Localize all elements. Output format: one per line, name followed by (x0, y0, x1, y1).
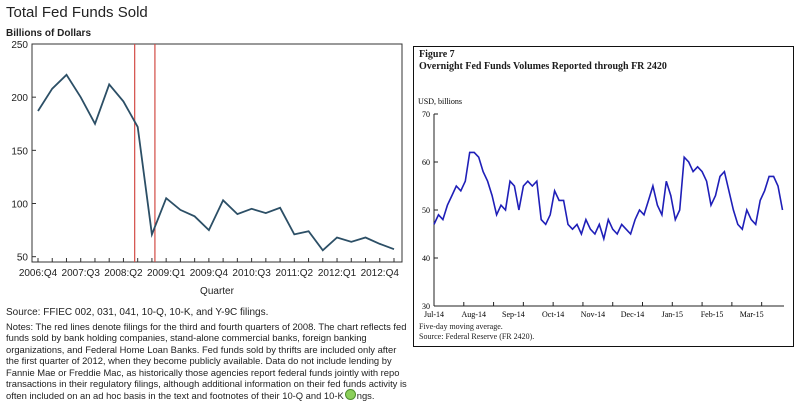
y-unit-label-right: USD, billions (418, 97, 462, 106)
y-tick-label: 250 (11, 40, 28, 51)
x-tick-label: Jul-14 (424, 310, 444, 319)
x-tick-label: 2007:Q3 (62, 268, 101, 279)
cursor-marker-icon (344, 389, 356, 401)
x-tick-label: Mar-15 (740, 310, 764, 319)
x-tick-label: 2010:Q3 (232, 268, 271, 279)
x-tick-label: Oct-14 (542, 310, 564, 319)
plot-frame (31, 43, 403, 263)
y-tick-label: 50 (17, 253, 29, 264)
x-tick-label: 2008:Q2 (104, 268, 143, 279)
y-tick-label: 200 (11, 93, 28, 104)
fed-funds-series-line (37, 73, 395, 252)
chart-title: Total Fed Funds Sold (6, 4, 148, 21)
x-tick-label: Nov-14 (581, 310, 605, 319)
y-tick-label: 100 (11, 200, 28, 211)
figure-title: Overnight Fed Funds Volumes Reported thr… (419, 61, 667, 72)
figure-label: Figure 7 (419, 49, 455, 60)
x-tick-label: Sep-14 (502, 310, 525, 319)
x-tick-label: 2009:Q1 (147, 268, 186, 279)
moving-average-note: Five-day moving average. (419, 322, 503, 331)
x-tick-label: 2011:Q2 (276, 268, 314, 279)
y-tick-label: 40 (422, 254, 430, 263)
y-tick-label: 60 (422, 158, 430, 167)
x-tick-label: Jan-15 (662, 310, 683, 319)
notes-text: Notes: The red lines denote filings for … (6, 321, 410, 402)
volume-series-line (433, 151, 784, 242)
fed-funds-sold-chart: 50 100 150 200 250 2006:Q4 2007:Q3 2008:Q2 2009:… (11, 40, 403, 297)
x-tick-label: 2006:Q4 (19, 268, 58, 279)
notes-tail: ngs. (356, 390, 375, 402)
x-tick-label: 2009:Q4 (190, 268, 229, 279)
x-tick-label: 2012:Q4 (361, 268, 400, 279)
x-tick-label: 2012:Q1 (318, 268, 357, 279)
fed-funds-volumes-chart: USD, billions 30 40 50 60 70 Jul-14 Aug-14 Sep-1… (418, 97, 784, 319)
notes-body: Notes: The red lines denote filings for … (6, 321, 407, 402)
source-note-right: Source: Federal Reserve (FR 2420). (419, 332, 535, 341)
x-tick-label: Feb-15 (701, 310, 724, 319)
y-unit-label: Billions of Dollars (6, 28, 92, 39)
figure-7-panel: Figure 7 Overnight Fed Funds Volumes Rep… (413, 46, 794, 347)
source-note: Source: FFIEC 002, 031, 041, 10-Q, 10-K,… (6, 307, 269, 318)
y-tick-label: 150 (11, 146, 28, 157)
x-tick-label: Dec-14 (621, 310, 645, 319)
x-axis-title: Quarter (200, 286, 235, 297)
fed-funds-sold-panel: Total Fed Funds Sold Billions of Dollars… (6, 4, 410, 402)
y-tick-label: 30 (422, 302, 430, 311)
x-tick-label: Aug-14 (462, 310, 486, 319)
y-tick-label: 50 (422, 206, 430, 215)
y-tick-label: 70 (422, 110, 430, 119)
